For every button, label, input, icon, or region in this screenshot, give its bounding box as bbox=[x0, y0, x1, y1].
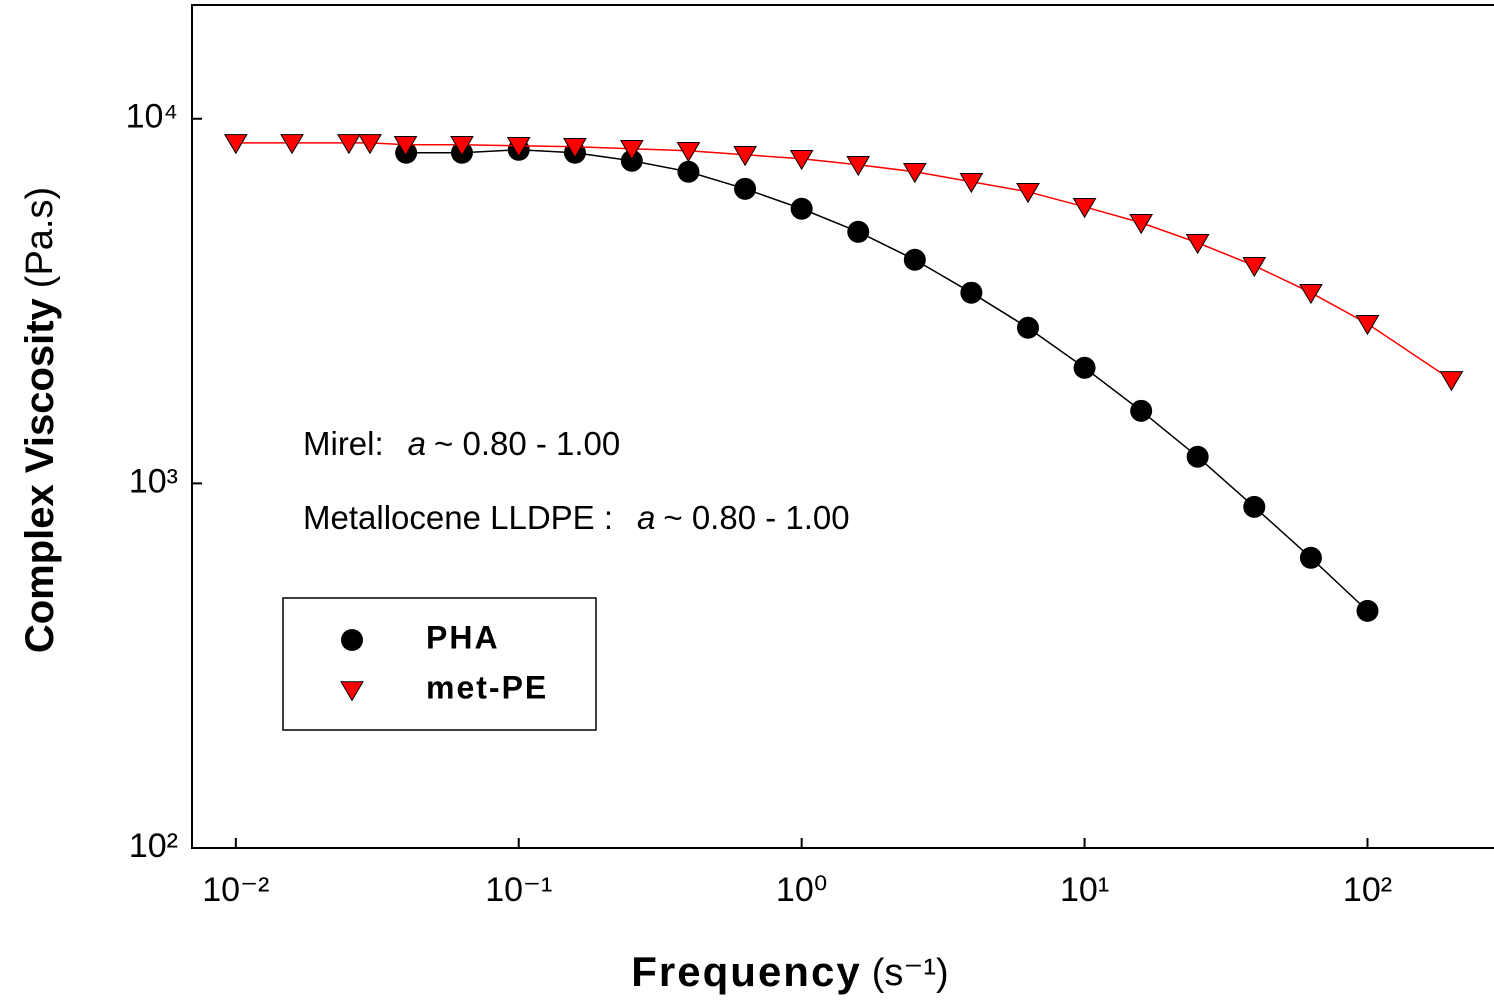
point bbox=[1242, 256, 1267, 278]
x-tick-label: 10⁻² bbox=[202, 871, 269, 909]
point bbox=[902, 163, 927, 184]
series-line bbox=[406, 149, 1369, 612]
legend-label: PHA bbox=[426, 619, 500, 655]
point bbox=[1016, 316, 1039, 339]
legend-marker bbox=[341, 629, 363, 651]
x-unit: (s⁻¹) bbox=[872, 952, 949, 994]
point bbox=[506, 137, 531, 158]
point bbox=[903, 248, 926, 271]
point bbox=[1016, 183, 1040, 204]
x-tick-label: 10⁰ bbox=[776, 871, 827, 909]
x-tick-label: 10⁻¹ bbox=[485, 871, 552, 909]
point bbox=[1299, 546, 1322, 569]
annotation-range: ~ 0.80 - 1.00 bbox=[434, 425, 620, 462]
point bbox=[677, 160, 700, 183]
x-tick-label: 10¹ bbox=[1060, 871, 1109, 909]
annotation: Mirel: a ~ 0.80 - 1.00 bbox=[303, 425, 620, 462]
point bbox=[358, 134, 382, 155]
point bbox=[1355, 315, 1380, 336]
point bbox=[846, 155, 871, 177]
y-axis-title: Complex Viscosity (Pa.s) bbox=[18, 187, 62, 653]
point bbox=[1072, 198, 1097, 219]
point bbox=[1185, 234, 1210, 255]
annotation: Metallocene LLDPE : a ~ 0.80 - 1.00 bbox=[303, 499, 850, 536]
annotation-label: Metallocene LLDPE : bbox=[303, 499, 613, 536]
legend-box bbox=[282, 597, 597, 731]
point bbox=[337, 134, 361, 155]
x-axis-title: Frequency (s⁻¹) bbox=[631, 948, 948, 995]
point bbox=[1299, 283, 1323, 305]
point bbox=[620, 149, 643, 172]
point bbox=[1130, 399, 1153, 422]
point bbox=[959, 172, 984, 194]
point bbox=[280, 134, 304, 155]
point bbox=[676, 142, 701, 163]
point bbox=[619, 139, 644, 161]
series-line bbox=[235, 142, 1452, 381]
point bbox=[960, 281, 983, 304]
annotation-range: ~ 0.80 - 1.00 bbox=[663, 499, 849, 536]
annotation-var: a bbox=[637, 499, 655, 536]
x-label: Frequency bbox=[631, 948, 861, 995]
point bbox=[1439, 371, 1464, 392]
point bbox=[1356, 599, 1379, 622]
point bbox=[734, 177, 757, 200]
point bbox=[789, 149, 814, 171]
y-tick-label: 10⁴ bbox=[126, 98, 178, 136]
point bbox=[563, 137, 587, 159]
legend-marker bbox=[340, 681, 364, 702]
y-tick-label: 10² bbox=[129, 827, 178, 865]
y-label: Complex Viscosity bbox=[18, 297, 62, 653]
point bbox=[733, 146, 757, 167]
legend-label: met-PE bbox=[426, 669, 548, 705]
point bbox=[1243, 495, 1266, 518]
point bbox=[1129, 214, 1154, 235]
point bbox=[223, 134, 248, 155]
y-tick-label: 10³ bbox=[129, 462, 178, 500]
point bbox=[1186, 445, 1209, 468]
point bbox=[450, 136, 474, 157]
point bbox=[790, 197, 813, 220]
annotation-var: a bbox=[408, 425, 426, 462]
y-unit: (Pa.s) bbox=[19, 187, 61, 288]
point bbox=[1073, 356, 1096, 379]
plot-frame bbox=[191, 4, 1494, 849]
point bbox=[393, 136, 418, 157]
point bbox=[847, 220, 870, 243]
annotation-label: Mirel: bbox=[303, 425, 384, 462]
x-tick-label: 10² bbox=[1343, 871, 1392, 909]
